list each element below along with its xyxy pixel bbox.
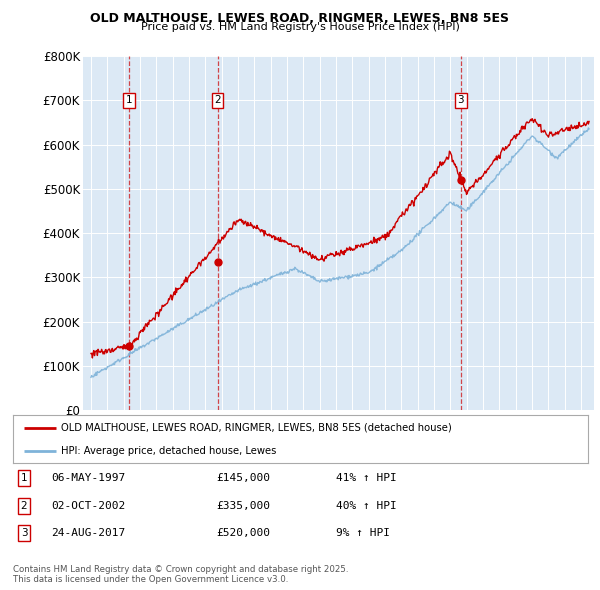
Text: 2: 2: [20, 501, 28, 510]
Text: Contains HM Land Registry data © Crown copyright and database right 2025.
This d: Contains HM Land Registry data © Crown c…: [13, 565, 349, 584]
Text: 40% ↑ HPI: 40% ↑ HPI: [336, 501, 397, 510]
Text: 3: 3: [458, 96, 464, 105]
Text: OLD MALTHOUSE, LEWES ROAD, RINGMER, LEWES, BN8 5ES (detached house): OLD MALTHOUSE, LEWES ROAD, RINGMER, LEWE…: [61, 423, 452, 433]
Text: £335,000: £335,000: [216, 501, 270, 510]
Text: 41% ↑ HPI: 41% ↑ HPI: [336, 473, 397, 483]
Text: 1: 1: [126, 96, 133, 105]
Text: Price paid vs. HM Land Registry's House Price Index (HPI): Price paid vs. HM Land Registry's House …: [140, 22, 460, 32]
Text: 2: 2: [214, 96, 221, 105]
Text: 02-OCT-2002: 02-OCT-2002: [51, 501, 125, 510]
Text: £145,000: £145,000: [216, 473, 270, 483]
Text: OLD MALTHOUSE, LEWES ROAD, RINGMER, LEWES, BN8 5ES: OLD MALTHOUSE, LEWES ROAD, RINGMER, LEWE…: [91, 12, 509, 25]
Text: 24-AUG-2017: 24-AUG-2017: [51, 529, 125, 538]
Text: HPI: Average price, detached house, Lewes: HPI: Average price, detached house, Lewe…: [61, 446, 276, 456]
Text: 3: 3: [20, 529, 28, 538]
Text: 06-MAY-1997: 06-MAY-1997: [51, 473, 125, 483]
Text: £520,000: £520,000: [216, 529, 270, 538]
Text: 9% ↑ HPI: 9% ↑ HPI: [336, 529, 390, 538]
Text: 1: 1: [20, 473, 28, 483]
